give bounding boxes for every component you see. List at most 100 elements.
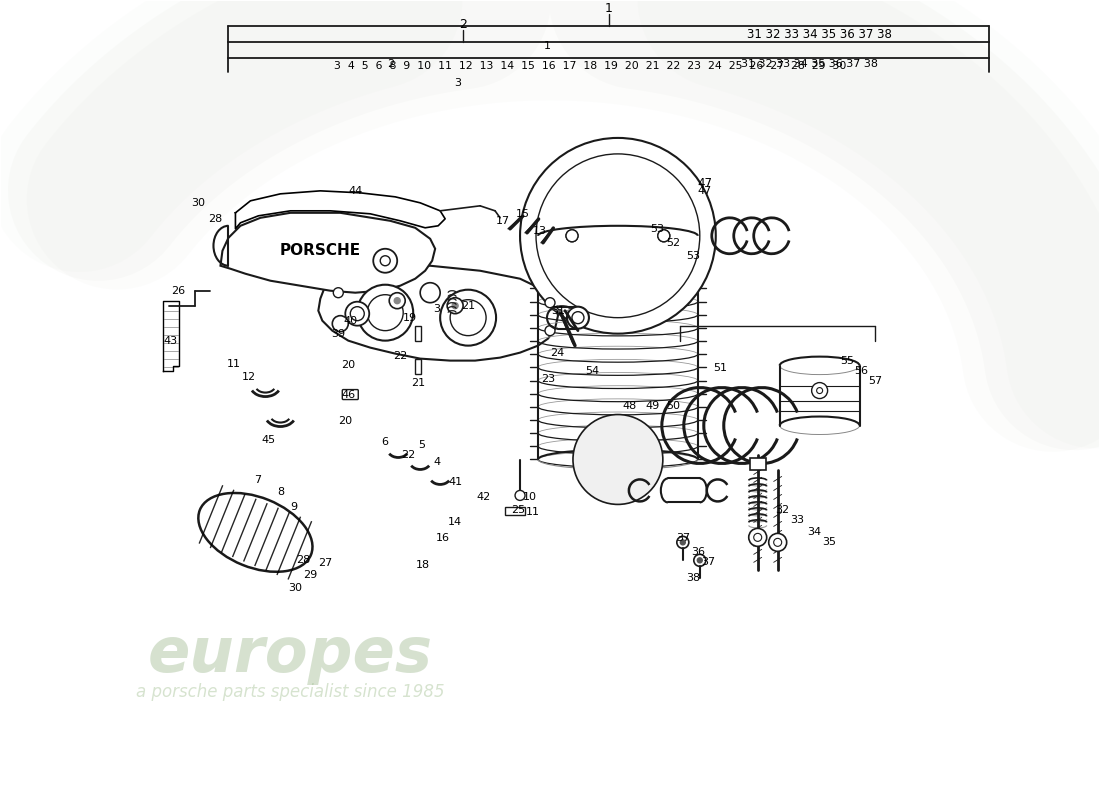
Circle shape	[333, 321, 343, 330]
Text: 52: 52	[666, 238, 680, 248]
Text: 37: 37	[701, 558, 715, 567]
Text: 41: 41	[448, 478, 462, 487]
Circle shape	[566, 230, 578, 242]
Text: 43: 43	[164, 336, 177, 346]
Text: 28: 28	[296, 555, 310, 566]
FancyBboxPatch shape	[415, 326, 421, 341]
Text: 14: 14	[448, 518, 462, 527]
Text: 2: 2	[459, 18, 466, 30]
Text: 40: 40	[343, 316, 358, 326]
Text: 6: 6	[382, 438, 388, 447]
Text: 42: 42	[476, 493, 491, 502]
Text: 38: 38	[685, 574, 700, 583]
Text: 3: 3	[454, 78, 462, 88]
Text: 11: 11	[227, 358, 241, 369]
Text: 55: 55	[840, 356, 855, 366]
Text: 8: 8	[277, 487, 284, 498]
Circle shape	[544, 298, 556, 308]
Text: 9: 9	[289, 502, 297, 513]
Text: 28: 28	[208, 214, 222, 224]
Circle shape	[573, 414, 663, 505]
Circle shape	[749, 528, 767, 546]
Text: 12: 12	[241, 371, 255, 382]
Text: 23: 23	[541, 374, 556, 383]
Ellipse shape	[198, 493, 312, 572]
Text: europes: europes	[147, 626, 433, 686]
Polygon shape	[220, 213, 436, 293]
Circle shape	[394, 298, 400, 304]
Text: 39: 39	[331, 329, 345, 338]
Circle shape	[452, 302, 458, 309]
Circle shape	[515, 490, 525, 501]
Text: 50: 50	[666, 401, 680, 410]
Text: 1: 1	[605, 2, 613, 14]
Text: 46: 46	[341, 390, 355, 399]
Circle shape	[333, 288, 343, 298]
Text: 7: 7	[254, 475, 261, 486]
Text: 3  4  5  6  8  9  10  11  12  13  14  15  16  17  18  19  20  21  22  23  24  25: 3 4 5 6 8 9 10 11 12 13 14 15 16 17 18 1…	[333, 61, 846, 71]
Text: 53: 53	[685, 250, 700, 261]
Circle shape	[358, 285, 414, 341]
Text: 54: 54	[585, 366, 600, 375]
Text: 20: 20	[338, 415, 352, 426]
Circle shape	[680, 540, 685, 545]
Circle shape	[440, 290, 496, 346]
Text: 30: 30	[191, 198, 206, 208]
Text: 20: 20	[341, 360, 355, 370]
Text: 2: 2	[387, 59, 394, 69]
Text: 4: 4	[433, 458, 441, 467]
Text: 51: 51	[713, 362, 727, 373]
Text: 47: 47	[697, 178, 713, 190]
Text: 35: 35	[823, 538, 837, 547]
Text: 33: 33	[791, 515, 805, 526]
Circle shape	[812, 382, 827, 398]
Circle shape	[447, 298, 463, 314]
FancyBboxPatch shape	[505, 507, 525, 515]
Text: 22: 22	[393, 350, 407, 361]
Text: 16: 16	[436, 534, 450, 543]
Circle shape	[373, 249, 397, 273]
Text: 57: 57	[869, 375, 882, 386]
Text: 25: 25	[512, 506, 525, 515]
Text: 10: 10	[522, 493, 537, 502]
Text: 13: 13	[534, 226, 547, 236]
FancyBboxPatch shape	[342, 390, 359, 399]
Text: 21: 21	[461, 301, 475, 310]
Circle shape	[566, 306, 588, 329]
FancyBboxPatch shape	[415, 358, 421, 374]
Text: 11: 11	[526, 507, 540, 518]
FancyBboxPatch shape	[750, 458, 766, 470]
Text: 31 32 33 34 35 36 37 38: 31 32 33 34 35 36 37 38	[747, 27, 892, 41]
Text: 21: 21	[411, 378, 426, 387]
Circle shape	[389, 293, 405, 309]
Text: 53: 53	[650, 224, 664, 234]
Circle shape	[332, 316, 349, 332]
Circle shape	[697, 558, 702, 563]
Text: 27: 27	[318, 558, 332, 568]
Text: 36: 36	[691, 547, 705, 558]
Text: 30: 30	[288, 583, 302, 594]
Circle shape	[658, 230, 670, 242]
Circle shape	[381, 256, 390, 266]
Circle shape	[658, 230, 670, 242]
Text: 31: 31	[551, 306, 565, 316]
Circle shape	[420, 282, 440, 302]
Text: 19: 19	[403, 313, 417, 322]
Text: 45: 45	[262, 435, 275, 446]
Text: 5: 5	[419, 441, 426, 450]
Text: 47: 47	[697, 186, 712, 196]
Text: 22: 22	[402, 450, 416, 461]
Circle shape	[520, 138, 716, 334]
Text: 48: 48	[623, 401, 637, 410]
Text: 26: 26	[172, 286, 186, 296]
Text: 17: 17	[496, 216, 510, 226]
Circle shape	[345, 302, 370, 326]
Circle shape	[566, 230, 578, 242]
Text: 49: 49	[646, 401, 660, 410]
Text: 1: 1	[543, 41, 550, 51]
Polygon shape	[318, 266, 558, 361]
Text: 15: 15	[516, 209, 530, 219]
Text: a porsche parts specialist since 1985: a porsche parts specialist since 1985	[136, 683, 444, 701]
Circle shape	[544, 326, 556, 336]
Text: 29: 29	[304, 570, 318, 580]
